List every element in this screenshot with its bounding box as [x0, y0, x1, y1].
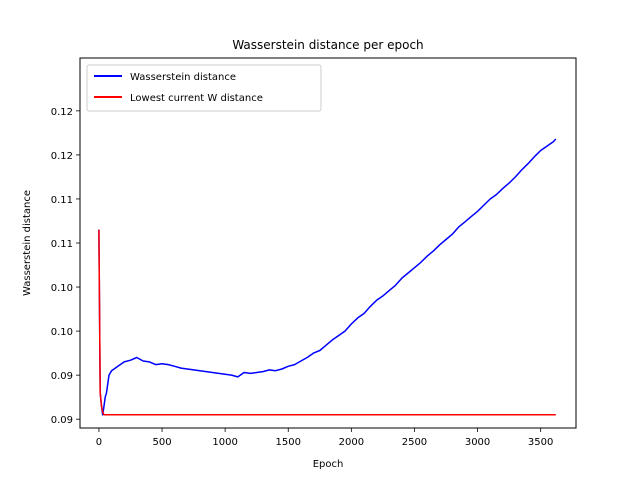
series-layer	[98, 138, 557, 416]
y-tick-label: 0.10	[51, 283, 73, 294]
legend: Wasserstein distance Lowest current W di…	[86, 64, 322, 112]
x-tick-label: 0	[96, 437, 102, 448]
chart-title: Wasserstein distance per epoch	[232, 38, 423, 52]
y-tick-label: 0.12	[51, 151, 73, 162]
y-tick-label: 0.11	[51, 239, 73, 250]
x-tick-label: 2500	[402, 437, 427, 448]
y-tick-label: 0.12	[51, 107, 73, 118]
y-axis-label: Wasserstein distance	[22, 190, 33, 296]
y-tick-label: 0.09	[51, 371, 73, 382]
x-tick-label: 500	[152, 437, 171, 448]
legend-box	[86, 64, 322, 112]
legend-label-lowest: Lowest current W distance	[130, 93, 263, 104]
y-tick-label: 0.11	[51, 195, 73, 206]
series-line-0	[98, 138, 557, 416]
legend-label-wasserstein: Wasserstein distance	[130, 72, 236, 83]
x-tick-label: 1000	[212, 437, 237, 448]
x-tick-label: 3500	[528, 437, 553, 448]
x-tick-label: 2000	[339, 437, 364, 448]
x-tick-label: 1500	[276, 437, 301, 448]
series-line-1	[98, 229, 556, 416]
x-tick-label: 3000	[465, 437, 490, 448]
x-axis-label: Epoch	[313, 459, 344, 470]
y-axis: 0.09 0.09 0.10 0.10 0.11 0.11 0.12 0.12	[51, 107, 80, 426]
y-tick-label: 0.09	[51, 415, 73, 426]
y-tick-label: 0.10	[51, 327, 73, 338]
x-axis: 0 500 1000 1500 2000 2500 3000 3500	[96, 428, 553, 448]
